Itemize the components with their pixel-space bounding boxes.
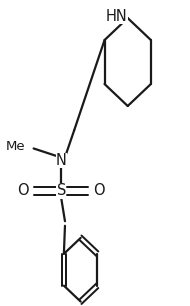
Text: HN: HN xyxy=(106,9,127,24)
Text: O: O xyxy=(17,183,29,198)
Text: Me: Me xyxy=(6,140,25,153)
Text: S: S xyxy=(57,183,66,198)
Text: N: N xyxy=(56,153,67,168)
Text: O: O xyxy=(94,183,105,198)
